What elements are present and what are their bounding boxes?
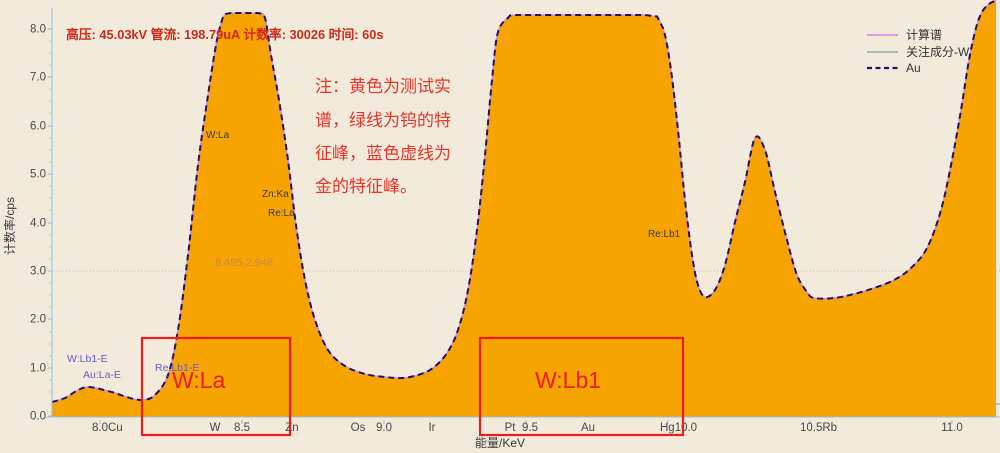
- svg-text:Zn: Zn: [285, 422, 298, 434]
- svg-text:1.0: 1.0: [30, 363, 46, 375]
- svg-text:W: W: [210, 422, 221, 434]
- svg-text:9.5: 9.5: [522, 422, 538, 434]
- svg-text:能量/KeV: 能量/KeV: [475, 436, 525, 450]
- svg-text:Re:La: Re:La: [268, 208, 295, 219]
- svg-text:8.5: 8.5: [234, 422, 250, 434]
- svg-text:Au:La-E: Au:La-E: [83, 369, 121, 381]
- svg-text:计数率/cps: 计数率/cps: [2, 197, 17, 255]
- svg-text:5.0: 5.0: [30, 169, 46, 181]
- svg-text:6.0: 6.0: [30, 121, 46, 133]
- svg-text:2.0: 2.0: [30, 314, 46, 326]
- svg-text:Re:Lb1: Re:Lb1: [648, 229, 681, 240]
- svg-text:10.5Rb: 10.5Rb: [800, 422, 837, 434]
- svg-text:Re:Lb1-E: Re:Lb1-E: [155, 362, 199, 374]
- svg-text:4.0: 4.0: [30, 218, 46, 230]
- svg-text:征峰，蓝色虚线为: 征峰，蓝色虚线为: [315, 144, 451, 163]
- svg-text:8.0Cu: 8.0Cu: [92, 422, 123, 434]
- svg-text:注：黄色为测试实: 注：黄色为测试实: [315, 77, 451, 96]
- svg-text:W:Lb1-E: W:Lb1-E: [67, 353, 108, 365]
- svg-text:0.0: 0.0: [30, 411, 46, 423]
- svg-text:谱，绿线为钨的特: 谱，绿线为钨的特: [315, 111, 451, 130]
- svg-text:计算谱: 计算谱: [906, 27, 942, 42]
- svg-text:Zn:Ka: Zn:Ka: [262, 189, 289, 200]
- svg-text:8.495,2.948: 8.495,2.948: [215, 257, 273, 269]
- svg-text:高压: 45.03kV 管流: 198.79uA 计数率: 高压: 45.03kV 管流: 198.79uA 计数率: 30026 时间: …: [66, 27, 383, 42]
- svg-text:Pt: Pt: [505, 422, 517, 434]
- svg-text:W:Lb1: W:Lb1: [535, 367, 601, 393]
- svg-text:11.0: 11.0: [941, 422, 963, 434]
- svg-text:Ir: Ir: [428, 422, 435, 434]
- svg-text:Au: Au: [906, 61, 921, 75]
- svg-text:W:La: W:La: [206, 130, 230, 141]
- svg-text:3.0: 3.0: [30, 266, 46, 278]
- svg-text:Hg10.0: Hg10.0: [660, 422, 697, 434]
- svg-text:7.0: 7.0: [30, 72, 46, 84]
- svg-text:Os: Os: [351, 422, 366, 434]
- svg-text:9.0: 9.0: [376, 422, 392, 434]
- svg-text:金的特征峰。: 金的特征峰。: [315, 177, 417, 196]
- svg-text:Au: Au: [581, 422, 595, 434]
- svg-text:8.0: 8.0: [30, 24, 46, 36]
- svg-text:关注成分-W: 关注成分-W: [906, 44, 970, 59]
